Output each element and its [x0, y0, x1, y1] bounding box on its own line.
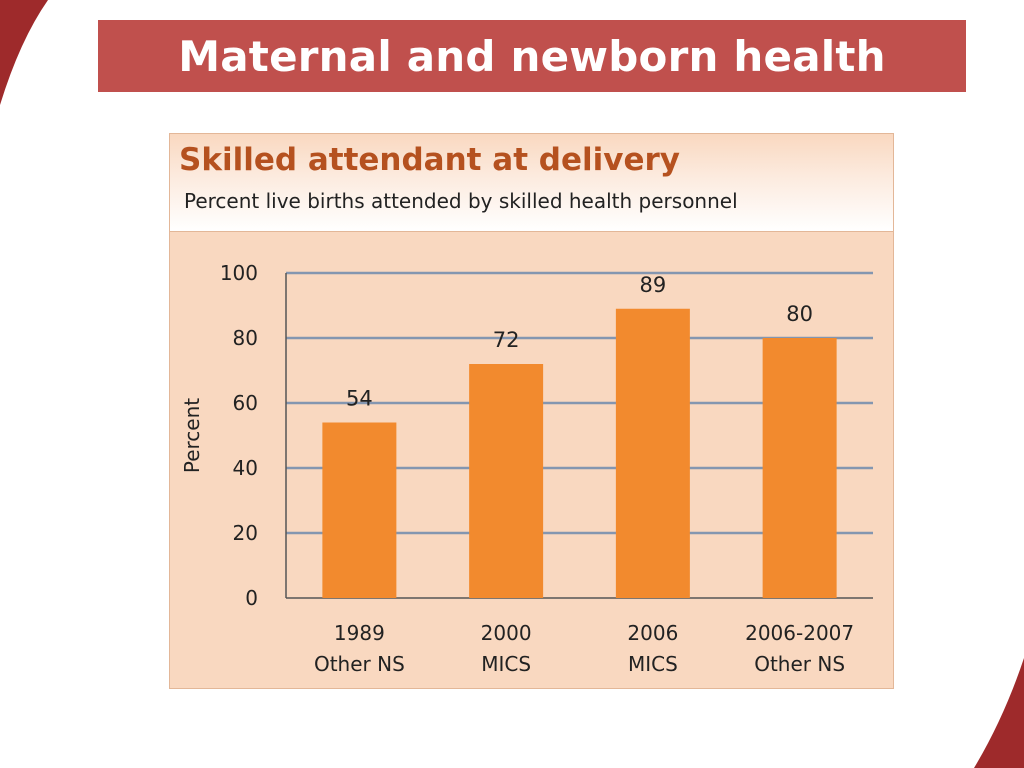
bar: [469, 364, 544, 598]
y-tick-label: 60: [233, 391, 258, 415]
slide-title: Maternal and newborn health: [178, 31, 886, 81]
y-tick-label: 40: [233, 456, 258, 480]
x-tick-label: 2000: [481, 621, 532, 645]
y-tick-label: 20: [233, 521, 258, 545]
chart-subtitle: Percent live births attended by skilled …: [184, 189, 738, 213]
y-tick-label: 0: [245, 586, 258, 610]
chart-panel: Skilled attendant at delivery Percent li…: [169, 133, 894, 689]
x-tick-label: MICS: [481, 652, 531, 676]
x-tick-label: Other NS: [754, 652, 845, 676]
data-label: 80: [786, 302, 813, 326]
bar: [322, 422, 397, 598]
bar: [762, 338, 837, 598]
y-axis-label: Percent: [180, 398, 204, 473]
data-label: 54: [346, 387, 373, 411]
data-label: 89: [640, 273, 667, 297]
x-tick-label: 1989: [334, 621, 385, 645]
bar-chart: 0 20 40 60 80 100 Percent 54 1989 Other NS 72 2000 M…: [180, 261, 873, 676]
chart-header: Skilled attendant at delivery Percent li…: [170, 134, 893, 232]
chart-title: Skilled attendant at delivery: [179, 142, 680, 178]
data-label: 72: [493, 328, 520, 352]
x-tick-label: 2006-2007: [745, 621, 854, 645]
bar: [615, 308, 690, 598]
y-tick-label: 100: [220, 261, 258, 285]
slide-title-banner: Maternal and newborn health: [98, 20, 966, 92]
x-tick-label: 2006: [627, 621, 678, 645]
y-tick-label: 80: [233, 326, 258, 350]
corner-decoration-top-left: [0, 0, 48, 105]
x-tick-label: Other NS: [314, 652, 405, 676]
corner-decoration-bottom-right: [974, 658, 1024, 768]
x-tick-label: MICS: [628, 652, 678, 676]
